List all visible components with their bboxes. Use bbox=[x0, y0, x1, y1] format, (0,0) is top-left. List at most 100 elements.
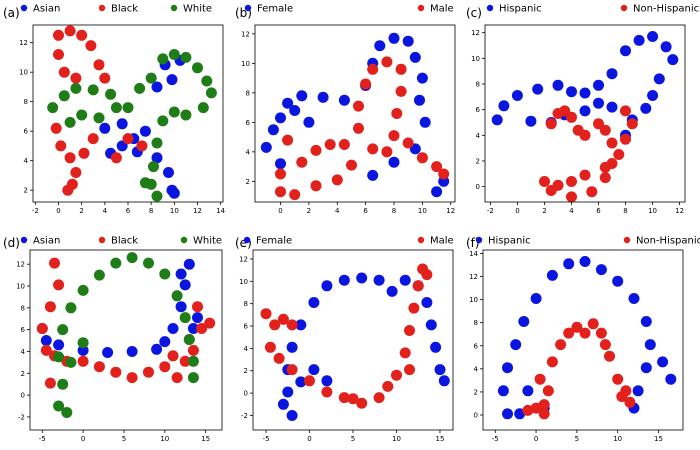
data-point bbox=[70, 167, 82, 178]
data-point bbox=[546, 356, 558, 368]
data-point bbox=[304, 375, 315, 387]
data-point bbox=[93, 269, 105, 281]
data-point bbox=[388, 130, 400, 142]
data-point bbox=[632, 385, 644, 397]
data-point bbox=[44, 377, 56, 389]
data-point bbox=[77, 355, 89, 367]
data-point bbox=[282, 386, 294, 398]
data-point bbox=[579, 87, 591, 99]
data-point bbox=[628, 293, 640, 304]
legend-marker-black bbox=[98, 236, 106, 244]
data-point bbox=[502, 362, 513, 374]
data-point bbox=[616, 391, 628, 402]
x-tick-label: 12 bbox=[193, 207, 202, 215]
data-point bbox=[399, 347, 411, 359]
data-point bbox=[612, 373, 624, 385]
x-tick-label: 8 bbox=[392, 207, 396, 215]
data-point bbox=[295, 319, 307, 331]
data-point bbox=[175, 301, 187, 313]
legend-marker-hispanic bbox=[486, 4, 494, 12]
data-point bbox=[338, 274, 350, 286]
data-point bbox=[545, 185, 557, 196]
x-tick-label: -2 bbox=[487, 207, 494, 215]
data-point bbox=[409, 51, 421, 63]
data-point bbox=[196, 323, 208, 334]
panel-label: (c) bbox=[466, 6, 482, 20]
data-point bbox=[373, 392, 385, 404]
data-point bbox=[599, 339, 611, 351]
legend-marker-white bbox=[180, 236, 188, 244]
data-point bbox=[374, 40, 386, 52]
y-tick-label: 4 bbox=[246, 148, 251, 156]
data-point bbox=[151, 190, 163, 202]
data-point bbox=[296, 156, 308, 168]
data-point bbox=[331, 174, 343, 186]
y-tick-label: 6 bbox=[21, 326, 26, 334]
data-point bbox=[321, 280, 333, 292]
legend-marker-asian bbox=[20, 236, 28, 244]
data-point bbox=[431, 186, 443, 198]
y-tick-label: 8 bbox=[244, 300, 248, 308]
data-point bbox=[277, 313, 289, 325]
data-point bbox=[586, 186, 598, 198]
data-point bbox=[647, 31, 659, 42]
data-point bbox=[77, 337, 89, 349]
data-point bbox=[99, 122, 111, 134]
data-point bbox=[626, 118, 638, 130]
data-point bbox=[317, 91, 329, 103]
data-point bbox=[139, 125, 151, 137]
data-point bbox=[388, 156, 400, 168]
data-point bbox=[76, 29, 88, 41]
y-tick-label: 8 bbox=[21, 304, 25, 312]
y-tick-label: 4 bbox=[244, 345, 249, 353]
data-point bbox=[438, 375, 450, 387]
data-point bbox=[404, 364, 415, 376]
data-point bbox=[53, 29, 64, 41]
data-point bbox=[430, 341, 442, 353]
data-point bbox=[65, 356, 77, 368]
legend-marker-white bbox=[170, 4, 178, 12]
y-tick-label: 2 bbox=[244, 367, 248, 375]
x-tick-label: 12 bbox=[446, 207, 455, 215]
data-point bbox=[64, 25, 76, 37]
data-point bbox=[303, 116, 315, 128]
y-tick-label: -2 bbox=[241, 412, 248, 420]
legend-label: White bbox=[193, 236, 222, 247]
data-point bbox=[356, 397, 368, 409]
data-point bbox=[416, 152, 428, 164]
data-point bbox=[587, 318, 599, 330]
data-point bbox=[260, 308, 272, 320]
data-point bbox=[93, 59, 105, 71]
data-point bbox=[338, 139, 350, 150]
data-point bbox=[58, 90, 70, 102]
y-tick-label: 12 bbox=[241, 30, 250, 38]
data-point bbox=[546, 269, 558, 281]
legend-label: Non-Hispanic bbox=[633, 4, 699, 15]
data-point bbox=[275, 186, 286, 198]
data-point bbox=[168, 106, 180, 118]
data-point bbox=[167, 350, 179, 362]
y-tick-label: 0 bbox=[244, 390, 248, 398]
data-point bbox=[282, 134, 294, 146]
data-point bbox=[151, 343, 163, 355]
x-tick-label: 8 bbox=[623, 207, 627, 215]
y-tick-label: 10 bbox=[16, 283, 25, 291]
data-point bbox=[338, 94, 350, 106]
data-point bbox=[85, 40, 97, 52]
legend-marker-hispanic bbox=[475, 236, 483, 244]
data-point bbox=[402, 137, 414, 149]
y-tick-label: 2 bbox=[21, 370, 25, 378]
data-point bbox=[76, 109, 88, 121]
y-tick-label: 12 bbox=[471, 29, 480, 37]
data-point bbox=[606, 101, 618, 113]
data-point bbox=[145, 72, 157, 84]
data-point bbox=[620, 133, 631, 145]
legend-marker-female bbox=[244, 4, 252, 12]
data-point bbox=[566, 176, 577, 187]
data-point bbox=[579, 256, 591, 267]
data-point bbox=[419, 116, 431, 128]
data-point bbox=[552, 79, 564, 91]
data-point bbox=[416, 72, 428, 84]
data-point bbox=[640, 102, 652, 114]
data-point bbox=[338, 392, 350, 404]
